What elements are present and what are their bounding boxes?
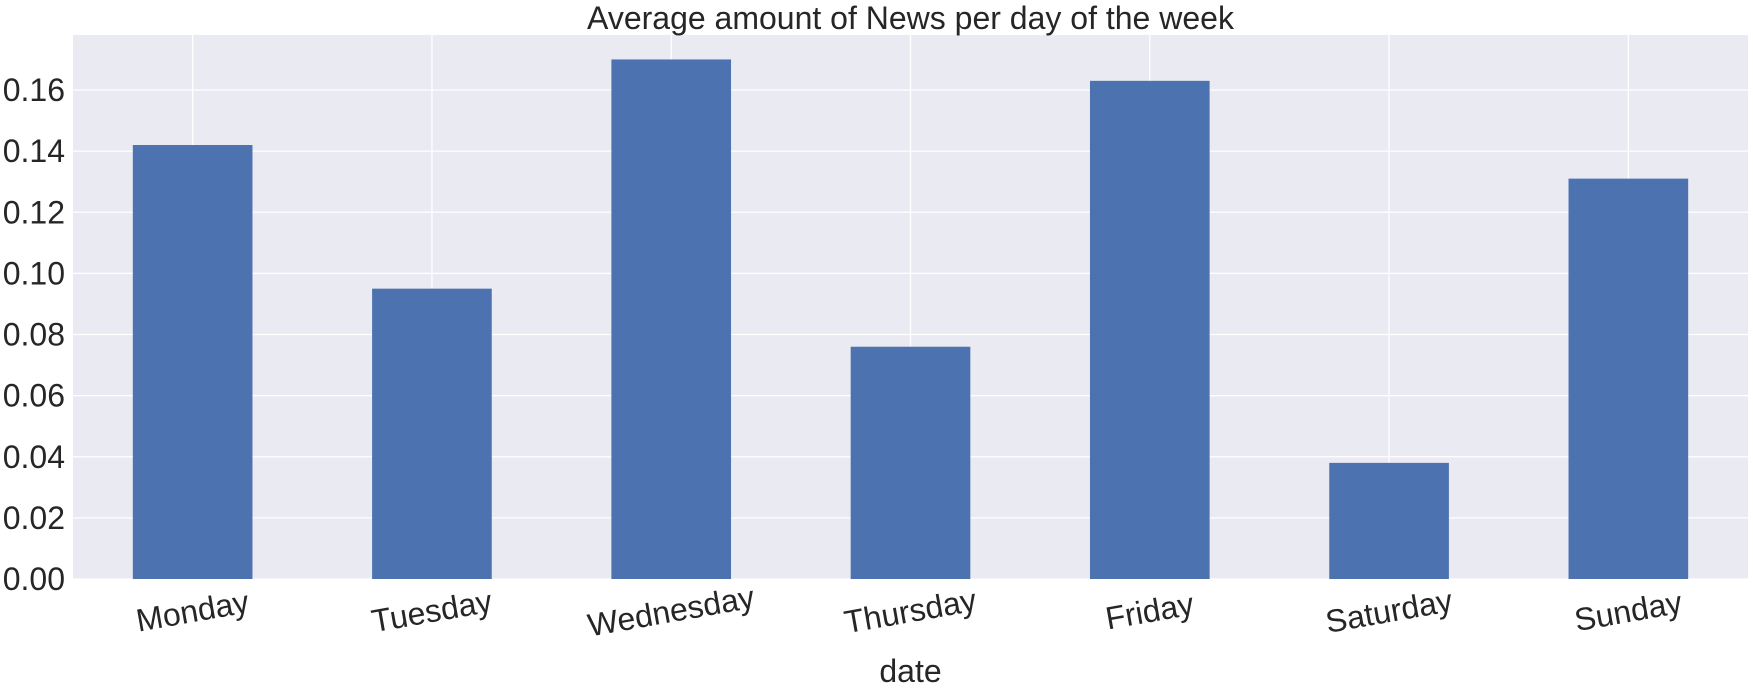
y-tick-label: 0.04 <box>3 439 65 475</box>
x-axis-ticks: Monday Tuesday Wednesday Thursday Friday Satu… <box>133 579 1684 644</box>
x-tick-label: Saturday <box>1323 582 1455 640</box>
y-axis-ticks: 0.00 0.02 0.04 0.06 0.08 0.10 0.12 0.14 0.16 <box>3 72 65 597</box>
y-tick-label: 0.16 <box>3 72 65 108</box>
x-tick-label: Monday <box>133 583 251 638</box>
x-tick-label: Wednesday <box>585 579 757 644</box>
y-tick-label: 0.10 <box>3 255 65 291</box>
y-tick-label: 0.12 <box>3 194 65 230</box>
bar-wednesday <box>611 59 732 579</box>
bar-saturday <box>1329 462 1449 579</box>
y-tick-label: 0.00 <box>3 561 65 597</box>
x-tick-label: Sunday <box>1572 584 1685 638</box>
bar-tuesday <box>372 288 492 579</box>
bar-friday <box>1089 80 1210 579</box>
y-tick-label: 0.06 <box>3 378 65 414</box>
x-tick-label: Thursday <box>842 582 980 641</box>
x-tick-label: Friday <box>1103 586 1197 637</box>
bar-thursday <box>850 346 971 579</box>
y-tick-label: 0.02 <box>3 500 65 536</box>
bar-monday <box>132 145 253 580</box>
y-tick-label: 0.14 <box>3 133 65 169</box>
bar-sunday <box>1568 178 1689 579</box>
y-tick-label: 0.08 <box>3 317 65 353</box>
chart-title: Average amount of News per day of the we… <box>587 0 1235 36</box>
x-tick-label: Tuesday <box>369 583 495 640</box>
bars <box>132 59 1689 580</box>
x-axis-label: date <box>879 653 941 689</box>
